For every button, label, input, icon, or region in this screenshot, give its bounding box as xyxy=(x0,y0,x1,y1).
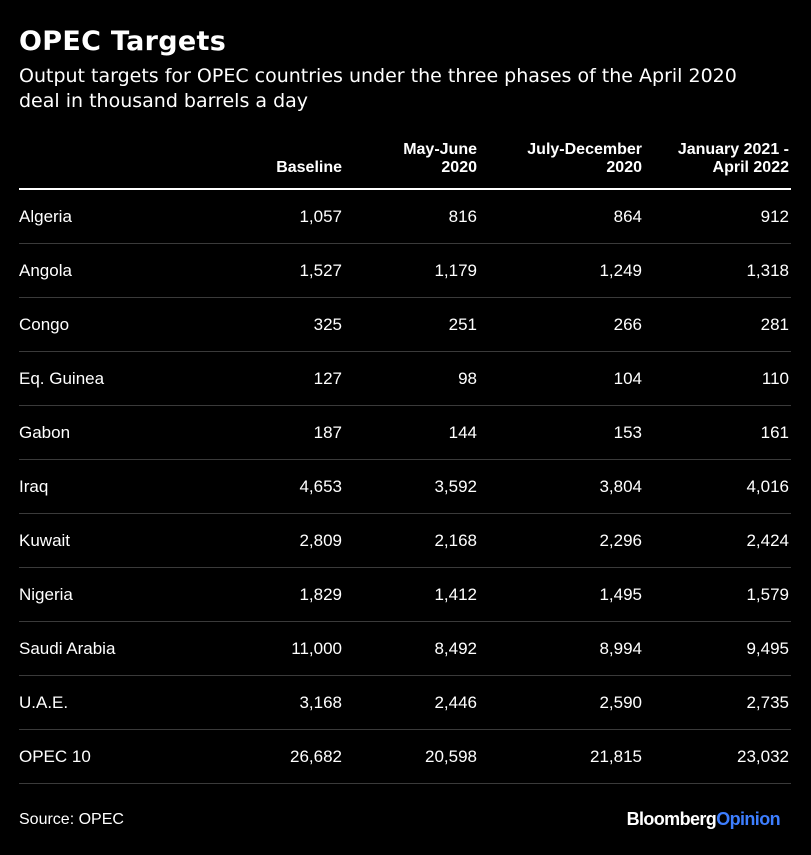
value-cell: 325 xyxy=(219,297,344,352)
value-cell: 4,653 xyxy=(219,459,344,514)
header-line: 2020 xyxy=(606,159,642,176)
source-note: Source: OPEC xyxy=(19,811,124,828)
brand-logo: BloombergOpinion xyxy=(626,809,781,830)
table-row: Kuwait 2,809 2,168 2,296 2,424 xyxy=(19,513,791,568)
value-cell: 2,424 xyxy=(644,513,791,568)
value-cell: 2,168 xyxy=(344,513,479,568)
value-cell: 3,168 xyxy=(219,675,344,730)
value-cell: 2,590 xyxy=(479,675,644,730)
value-cell: 864 xyxy=(479,189,644,244)
value-cell: 281 xyxy=(644,297,791,352)
value-cell: 1,249 xyxy=(479,243,644,298)
value-cell: 153 xyxy=(479,405,644,460)
column-header: January 2021 - April 2022 xyxy=(644,140,791,190)
table-row: Eq. Guinea 127 98 104 110 xyxy=(19,351,791,406)
column-header: July-December 2020 xyxy=(479,140,644,190)
table-row: Algeria 1,057 816 864 912 xyxy=(19,189,791,244)
value-cell: 2,735 xyxy=(644,675,791,730)
value-cell: 1,527 xyxy=(219,243,344,298)
header-line: Baseline xyxy=(276,159,342,176)
value-cell: 23,032 xyxy=(644,729,791,784)
table-row: Congo 325 251 266 281 xyxy=(19,297,791,352)
value-cell: 127 xyxy=(219,351,344,406)
value-cell: 8,994 xyxy=(479,621,644,676)
value-cell: 1,412 xyxy=(344,567,479,622)
table-body: Algeria 1,057 816 864 912 Angola 1,527 1,179 1,2… xyxy=(19,189,791,784)
value-cell: 11,000 xyxy=(219,621,344,676)
header-line: January 2021 - xyxy=(677,141,789,158)
value-cell: 251 xyxy=(344,297,479,352)
country-cell: Kuwait xyxy=(19,513,219,568)
value-cell: 26,682 xyxy=(219,729,344,784)
value-cell: 3,592 xyxy=(344,459,479,514)
value-cell: 21,815 xyxy=(479,729,644,784)
chart-subtitle: Output targets for OPEC countries under … xyxy=(19,65,737,112)
country-cell: Congo xyxy=(19,297,219,352)
header-line: May-June xyxy=(403,141,477,158)
value-cell: 1,495 xyxy=(479,567,644,622)
value-cell: 1,179 xyxy=(344,243,479,298)
table-row: Angola 1,527 1,179 1,249 1,318 xyxy=(19,243,791,298)
header-row: Baseline May-June 2020 July-December 2020 … xyxy=(19,140,791,190)
value-cell: 3,804 xyxy=(479,459,644,514)
value-cell: 4,016 xyxy=(644,459,791,514)
value-cell: 2,446 xyxy=(344,675,479,730)
country-cell: Iraq xyxy=(19,459,219,514)
country-cell: OPEC 10 xyxy=(19,729,219,784)
column-header: Baseline xyxy=(219,140,344,190)
value-cell: 1,318 xyxy=(644,243,791,298)
value-cell: 110 xyxy=(644,351,791,406)
table-row: Nigeria 1,829 1,412 1,495 1,579 xyxy=(19,567,791,622)
value-cell: 1,829 xyxy=(219,567,344,622)
value-cell: 2,809 xyxy=(219,513,344,568)
chart-title: OPEC Targets xyxy=(19,26,227,57)
targets-table: Baseline May-June 2020 July-December 2020 … xyxy=(19,140,791,784)
value-cell: 187 xyxy=(219,405,344,460)
value-cell: 912 xyxy=(644,189,791,244)
table-row: Iraq 4,653 3,592 3,804 4,016 xyxy=(19,459,791,514)
value-cell: 266 xyxy=(479,297,644,352)
value-cell: 2,296 xyxy=(479,513,644,568)
country-cell: U.A.E. xyxy=(19,675,219,730)
value-cell: 8,492 xyxy=(344,621,479,676)
value-cell: 1,579 xyxy=(644,567,791,622)
column-header xyxy=(19,140,219,190)
header-line: 2020 xyxy=(441,159,477,176)
value-cell: 9,495 xyxy=(644,621,791,676)
country-cell: Nigeria xyxy=(19,567,219,622)
brand-part2: Opinion xyxy=(716,809,780,829)
country-cell: Saudi Arabia xyxy=(19,621,219,676)
value-cell: 98 xyxy=(344,351,479,406)
column-header: May-June 2020 xyxy=(344,140,479,190)
header-line: July-December xyxy=(527,141,642,158)
value-cell: 816 xyxy=(344,189,479,244)
value-cell: 1,057 xyxy=(219,189,344,244)
header-line: April 2022 xyxy=(712,159,789,176)
country-cell: Angola xyxy=(19,243,219,298)
country-cell: Eq. Guinea xyxy=(19,351,219,406)
value-cell: 161 xyxy=(644,405,791,460)
country-cell: Algeria xyxy=(19,189,219,244)
value-cell: 104 xyxy=(479,351,644,406)
value-cell: 144 xyxy=(344,405,479,460)
table-row: OPEC 10 26,682 20,598 21,815 23,032 xyxy=(19,729,791,784)
table-row: Gabon 187 144 153 161 xyxy=(19,405,791,460)
brand-part1: Bloomberg xyxy=(626,809,717,829)
table-row: Saudi Arabia 11,000 8,492 8,994 9,495 xyxy=(19,621,791,676)
country-cell: Gabon xyxy=(19,405,219,460)
table-row: U.A.E. 3,168 2,446 2,590 2,735 xyxy=(19,675,791,730)
value-cell: 20,598 xyxy=(344,729,479,784)
